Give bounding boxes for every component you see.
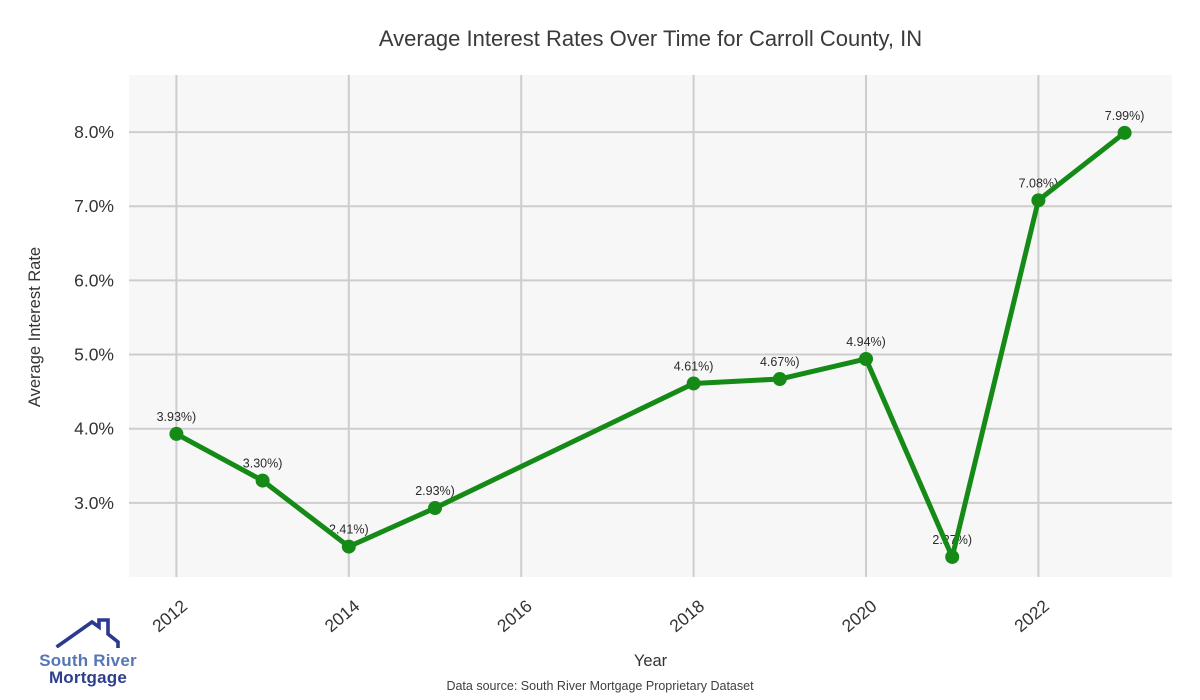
data-point-label: 4.94%) xyxy=(846,335,886,349)
x-tick-label: 2018 xyxy=(665,596,708,636)
logo-text-line1: South River xyxy=(39,651,137,670)
data-point xyxy=(428,501,443,516)
data-point-label: 4.61%) xyxy=(674,359,714,373)
data-point-label: 2.41%) xyxy=(329,523,369,537)
company-logo: South River Mortgage xyxy=(18,618,158,686)
data-point-label: 3.93%) xyxy=(157,410,197,424)
y-axis-title: Average Interest Rate xyxy=(26,246,44,408)
x-tick-label: 2014 xyxy=(321,596,364,637)
data-source-note: Data source: South River Mortgage Propri… xyxy=(446,679,754,693)
data-point xyxy=(255,473,270,488)
y-tick-label: 4.0% xyxy=(74,419,114,439)
plot-background xyxy=(129,75,1172,577)
data-point xyxy=(945,549,960,564)
data-point xyxy=(169,426,184,441)
data-point xyxy=(1031,193,1046,208)
data-point xyxy=(858,351,873,366)
y-tick-label: 7.0% xyxy=(74,196,114,216)
x-tick-label: 2022 xyxy=(1010,596,1053,636)
data-point-label: 3.30%) xyxy=(243,457,283,471)
y-tick-label: 3.0% xyxy=(74,493,114,513)
data-point-label: 7.99%) xyxy=(1105,109,1145,123)
logo-text-line2: Mortgage xyxy=(48,668,128,687)
data-point-label: 2.27%) xyxy=(932,533,972,547)
data-point xyxy=(341,539,356,554)
x-tick-label: 2020 xyxy=(838,596,881,637)
house-roof-icon xyxy=(55,618,120,649)
y-tick-label: 5.0% xyxy=(74,345,114,365)
y-tick-label: 8.0% xyxy=(74,122,114,142)
x-axis-title: Year xyxy=(633,652,668,670)
y-tick-label: 6.0% xyxy=(74,270,114,290)
data-point xyxy=(686,376,701,391)
series-line xyxy=(173,130,1128,560)
data-point-label: 4.67%) xyxy=(760,355,800,369)
data-point-label: 2.93%) xyxy=(415,484,455,498)
data-point xyxy=(1117,125,1132,140)
x-tick-label: 2016 xyxy=(493,596,536,636)
chart-title: Average Interest Rates Over Time for Car… xyxy=(378,26,923,51)
data-point xyxy=(772,372,787,387)
data-point-label: 7.08%) xyxy=(1019,176,1059,190)
